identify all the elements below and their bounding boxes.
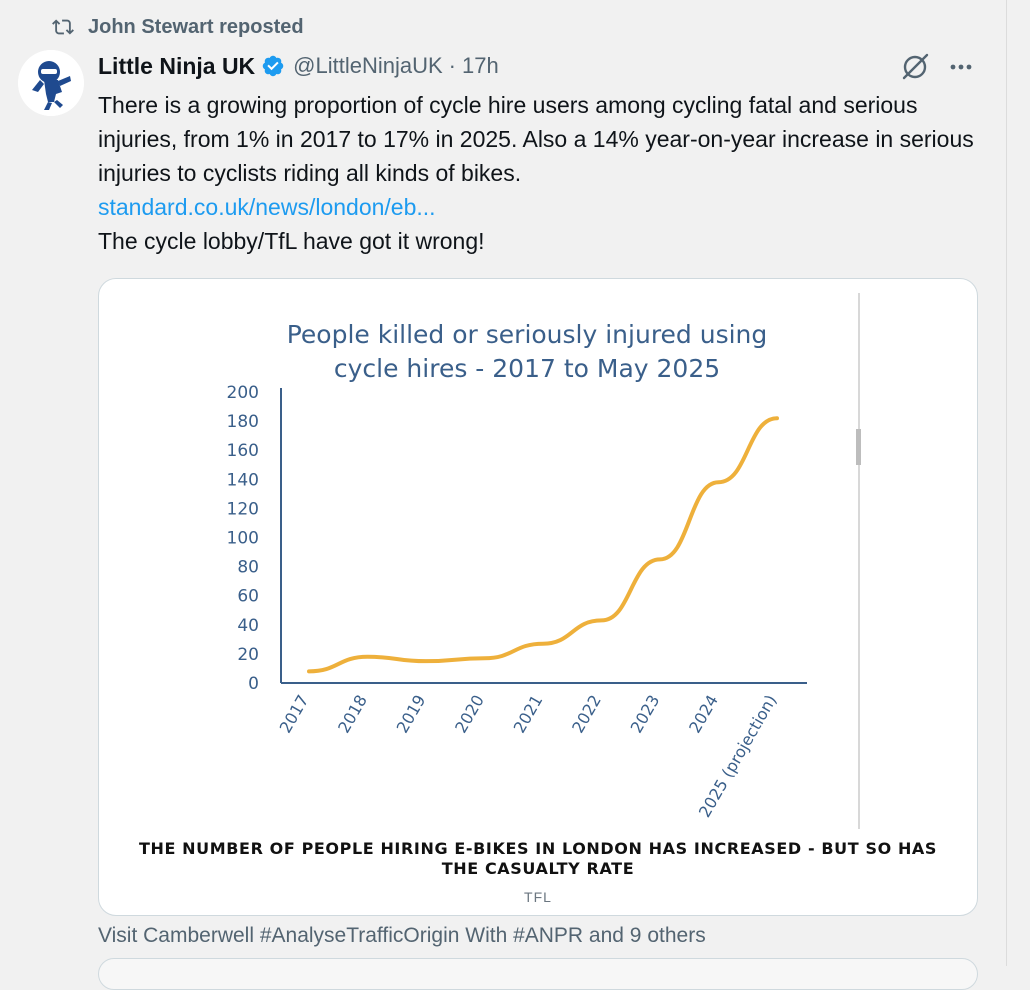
- card-caption: THE NUMBER OF PEOPLE HIRING E-BIKES IN L…: [119, 839, 957, 879]
- y-tick-label: 100: [227, 529, 259, 549]
- y-tick-label: 140: [227, 470, 259, 490]
- x-tick-label: 2024: [685, 692, 722, 737]
- chart-title-line-1: People killed or seriously injured using: [287, 320, 768, 349]
- repost-label[interactable]: John Stewart reposted: [88, 16, 304, 39]
- next-post-card[interactable]: [98, 958, 978, 990]
- x-tick-label: 2018: [334, 692, 371, 737]
- x-tick-label: 2021: [510, 692, 547, 737]
- y-tick-label: 20: [237, 645, 259, 665]
- card-source: TFL: [99, 889, 977, 905]
- tweet-header: Little Ninja UK @LittleNinjaUK · 17h: [98, 50, 990, 82]
- more-icon[interactable]: [946, 54, 976, 80]
- author-name[interactable]: Little Ninja UK: [98, 53, 255, 80]
- y-tick-label: 200: [227, 383, 259, 403]
- x-tick-label: 2022: [568, 692, 605, 737]
- separator-dot: ·: [449, 53, 456, 79]
- repost-icon: [52, 16, 74, 38]
- x-tick-label: 2023: [627, 692, 664, 737]
- series-line: [309, 418, 777, 671]
- tweet-text: There is a growing proportion of cycle h…: [98, 88, 978, 190]
- repost-context: John Stewart reposted: [52, 14, 304, 40]
- media-card[interactable]: People killed or seriously injured using…: [98, 278, 978, 916]
- x-tick-label: 2017: [276, 692, 313, 737]
- y-tick-label: 180: [227, 412, 259, 432]
- x-tick-label: 2020: [451, 692, 488, 737]
- y-tick-label: 120: [227, 499, 259, 519]
- grok-icon[interactable]: [900, 52, 930, 82]
- scroll-marker: [856, 429, 861, 465]
- timestamp[interactable]: 17h: [462, 53, 499, 79]
- y-tick-label: 40: [237, 616, 259, 636]
- tweet-tail: The cycle lobby/TfL have got it wrong!: [98, 224, 978, 258]
- timeline-divider: [1006, 0, 1007, 966]
- author-handle[interactable]: @LittleNinjaUK: [293, 53, 443, 79]
- tweet-body: There is a growing proportion of cycle h…: [98, 88, 978, 258]
- ninja-avatar-icon: [18, 50, 84, 116]
- y-tick-label: 60: [237, 587, 259, 607]
- casualty-line-chart: People killed or seriously injured using…: [99, 279, 977, 839]
- y-tick-label: 0: [248, 674, 259, 694]
- community-context[interactable]: Visit Camberwell #AnalyseTrafficOrigin W…: [98, 924, 706, 948]
- verified-badge-icon[interactable]: [261, 54, 285, 78]
- x-tick-label: 2019: [393, 692, 430, 737]
- avatar[interactable]: [18, 50, 84, 116]
- y-tick-label: 80: [237, 558, 259, 578]
- y-tick-label: 160: [227, 441, 259, 461]
- chart-title-line-2: cycle hires - 2017 to May 2025: [334, 354, 720, 383]
- article-link[interactable]: standard.co.uk/news/london/eb...: [98, 194, 436, 220]
